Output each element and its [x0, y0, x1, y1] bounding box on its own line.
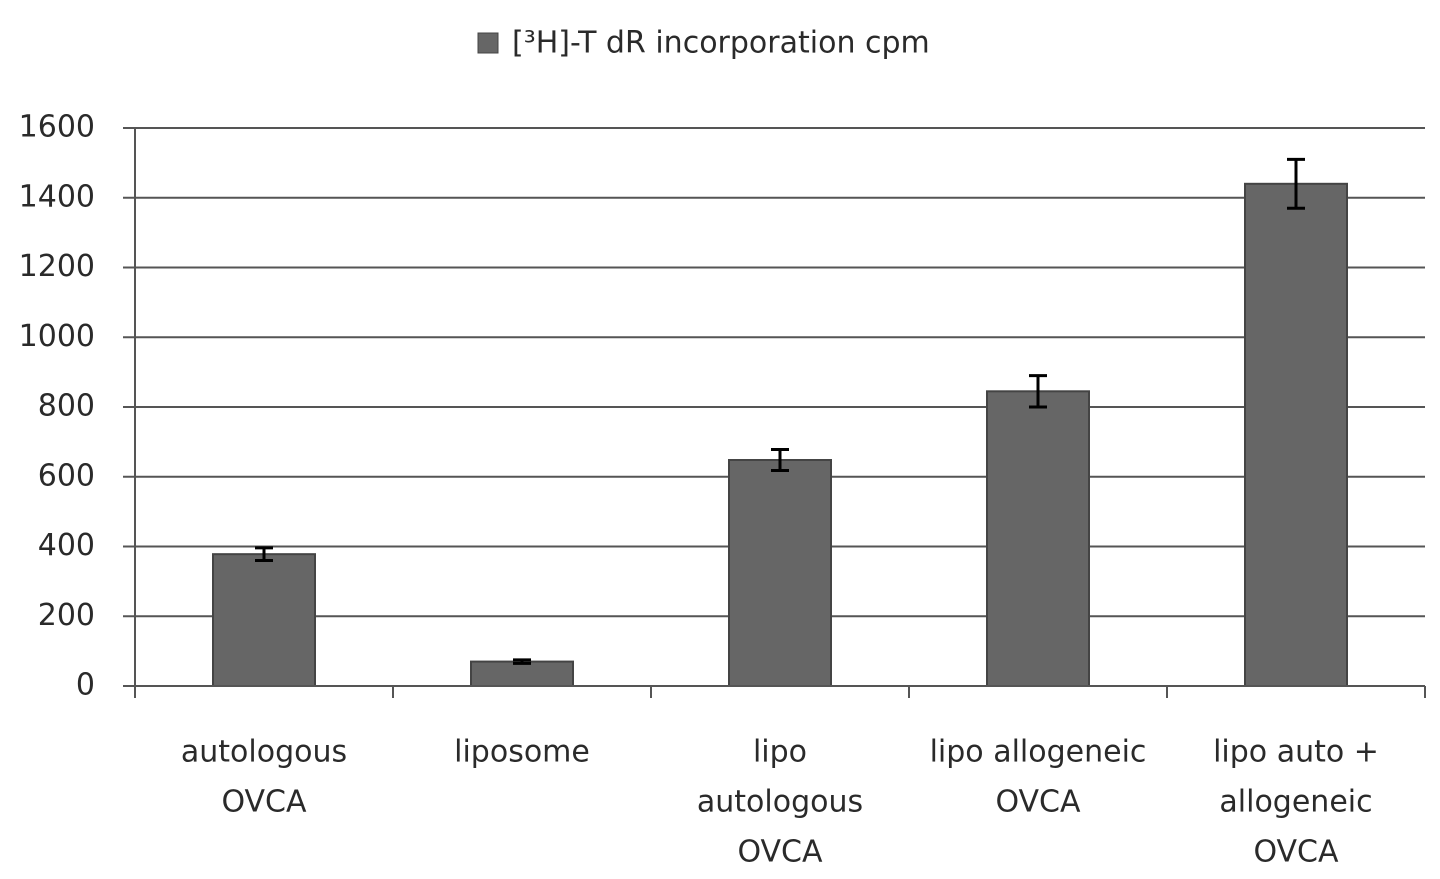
y-tick-label: 1200	[19, 249, 95, 284]
x-tick-label: allogeneic	[1219, 785, 1372, 820]
x-tick-label: liposome	[454, 735, 590, 770]
x-tick-label: lipo allogeneic	[930, 735, 1147, 770]
y-tick-label: 600	[38, 458, 95, 493]
error-bar	[1029, 374, 1047, 409]
y-tick-label: 1600	[19, 110, 95, 145]
error-bar	[771, 448, 789, 472]
y-tick-label: 200	[38, 598, 95, 633]
y-tick-label: 400	[38, 528, 95, 563]
y-tick-label: 0	[76, 668, 95, 703]
x-tick-label: lipo auto +	[1213, 735, 1379, 770]
y-tick-label: 1000	[19, 319, 95, 354]
x-tick-label: OVCA	[995, 785, 1081, 820]
bar	[986, 390, 1090, 687]
bar	[470, 660, 574, 688]
y-tick-label: 800	[38, 389, 95, 424]
y-tick-label: 1400	[19, 179, 95, 214]
x-tick-label: OVCA	[221, 785, 307, 820]
bar	[1244, 182, 1348, 688]
error-bar	[255, 546, 273, 562]
error-bar	[513, 658, 531, 665]
legend-label: [³H]-T dR incorporation cpm	[512, 26, 930, 61]
x-tick-label: autologous	[181, 735, 347, 770]
x-tick-label: lipo	[753, 735, 807, 770]
error-bar	[1287, 157, 1305, 210]
bar	[728, 459, 832, 688]
x-tick-label: OVCA	[1253, 835, 1339, 870]
x-tick-label: autologous	[697, 785, 863, 820]
bar	[212, 553, 316, 687]
x-tick-label: OVCA	[737, 835, 823, 870]
legend-swatch	[477, 32, 499, 54]
